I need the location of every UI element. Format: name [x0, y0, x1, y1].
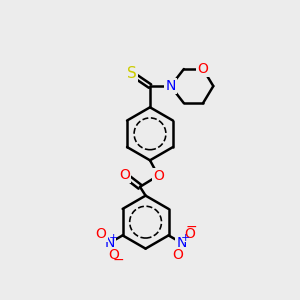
Text: N: N: [104, 236, 115, 250]
Text: S: S: [127, 66, 136, 81]
Text: N: N: [177, 236, 187, 250]
Text: O: O: [153, 169, 164, 183]
Text: +: +: [181, 233, 190, 243]
Text: N: N: [165, 79, 176, 93]
Text: +: +: [109, 233, 118, 243]
Text: O: O: [119, 168, 130, 182]
Text: O: O: [184, 226, 196, 241]
Text: O: O: [108, 248, 119, 262]
Text: O: O: [96, 226, 106, 241]
Text: −: −: [112, 253, 124, 267]
Text: −: −: [186, 220, 197, 234]
Text: O: O: [198, 62, 208, 76]
Text: O: O: [172, 248, 183, 262]
